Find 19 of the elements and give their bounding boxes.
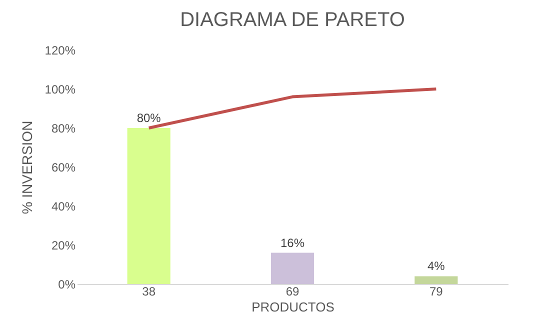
y-tick-label: 120% — [44, 44, 76, 58]
y-tick-label: 20% — [51, 238, 76, 252]
y-tick-label: 40% — [51, 200, 76, 214]
y-tick-label: 100% — [44, 82, 76, 96]
data-label: 4% — [427, 259, 446, 274]
x-axis-title: PRODUCTOS — [252, 300, 335, 314]
y-axis-title: % INVERSION — [18, 120, 35, 214]
x-tick-label: 79 — [429, 284, 444, 298]
bar — [270, 252, 314, 284]
bar — [127, 128, 170, 284]
x-tick-label: 69 — [286, 284, 300, 298]
data-label: 80% — [136, 111, 162, 125]
y-tick-label: 60% — [51, 160, 76, 174]
chart-title: DIAGRAMA DE PARETO — [180, 9, 405, 31]
x-tick-label: 38 — [142, 284, 156, 298]
y-tick-label: 80% — [51, 122, 76, 136]
data-label: 16% — [280, 236, 305, 250]
y-tick-label: 0% — [58, 278, 76, 292]
bar — [414, 276, 458, 284]
